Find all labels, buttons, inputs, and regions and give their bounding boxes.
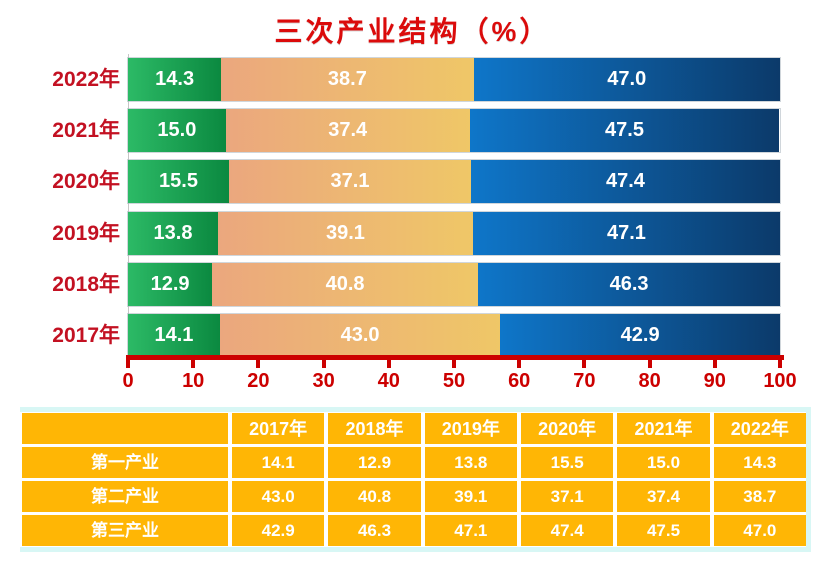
tick-label: 80 [638, 370, 661, 392]
bar-segment-第一产业: 14.3 [128, 58, 222, 101]
bar-segment-第一产业: 15.5 [128, 160, 230, 204]
tick-mark [256, 360, 261, 368]
bar-segment-第一产业: 12.9 [128, 262, 213, 306]
table-header-cell: 2017年 [232, 413, 325, 444]
chart-row: 2020年 15.5 37.1 47.4 [24, 160, 780, 204]
chart-row: 2019年 13.8 39.1 47.1 [24, 211, 780, 255]
table-value-cell: 47.0 [713, 515, 806, 546]
table-corner-cell [22, 413, 228, 444]
table-value-cell: 12.9 [328, 447, 421, 478]
table-header-cell: 2018年 [328, 413, 421, 444]
table-value-cell: 47.1 [424, 515, 517, 546]
tick-label: 10 [182, 370, 205, 392]
tick-mark [647, 360, 652, 368]
tick-label: 100 [763, 370, 797, 392]
tick-mark [126, 360, 130, 368]
tick-label: 40 [377, 370, 400, 392]
tick-label: 60 [508, 370, 531, 392]
table-frame-right [806, 407, 811, 552]
table-value-cell: 43.0 [232, 481, 325, 512]
x-axis-line [126, 355, 784, 360]
bar-segment-第二产业: 37.1 [229, 160, 471, 204]
tick-mark [321, 360, 326, 368]
chart-row: 2018年 12.9 40.8 46.3 [24, 262, 780, 306]
table-value-cell: 14.3 [713, 447, 806, 478]
table-header-cell: 2022年 [713, 413, 806, 444]
table-frame-bottom [20, 547, 810, 552]
table-value-cell: 39.1 [424, 481, 517, 512]
tick-label: 20 [247, 370, 270, 392]
tick-label: 90 [703, 370, 726, 392]
table-value-cell: 47.5 [617, 515, 710, 546]
table-value-cell: 37.4 [617, 481, 710, 512]
bar-segment-第三产业: 42.9 [500, 314, 780, 357]
bar-track: 15.0 37.4 47.5 [128, 109, 780, 153]
table-row-label: 第二产业 [22, 481, 228, 512]
table-value-cell: 40.8 [328, 481, 421, 512]
bar-track: 12.9 40.8 46.3 [128, 262, 780, 306]
tick-mark [582, 360, 587, 368]
table-value-cell: 37.1 [521, 481, 614, 512]
chart-title: 三次产业结构（%） [274, 16, 551, 47]
table-value-cell: 46.3 [328, 515, 421, 546]
table-value-cell: 15.0 [617, 447, 710, 478]
table-value-cell: 13.8 [424, 447, 517, 478]
table-frame-top [20, 407, 810, 412]
bar-segment-第三产业: 47.1 [472, 211, 780, 255]
table-header-cell: 2021年 [617, 413, 710, 444]
data-table: 2017年 2018年 2019年 2020年 2021年 2022年第一产业 14.1 12… [20, 407, 813, 555]
tick-label: 70 [573, 370, 596, 392]
bar-segment-第一产业: 15.0 [128, 109, 226, 153]
y-axis-line [128, 54, 129, 356]
category-label: 2022年 [52, 68, 120, 91]
bar-track: 15.5 37.1 47.4 [128, 160, 780, 204]
table-header-cell: 2020年 [521, 413, 614, 444]
bar-segment-第二产业: 37.4 [225, 109, 470, 153]
tick-mark [778, 360, 782, 368]
table-header-cell: 2019年 [424, 413, 517, 444]
bar-segment-第二产业: 38.7 [221, 58, 474, 101]
bar-segment-第一产业: 14.1 [128, 314, 220, 357]
bar-track: 13.8 39.1 47.1 [128, 211, 780, 255]
bar-segment-第一产业: 13.8 [128, 211, 218, 255]
bar-segment-第三产业: 46.3 [478, 262, 780, 306]
bar-segment-第三产业: 47.5 [469, 109, 780, 153]
tick-mark [517, 360, 522, 368]
tick-mark [452, 360, 456, 368]
bar-segment-第二产业: 43.0 [219, 314, 501, 357]
chart-row: 2021年 15.0 37.4 47.5 [24, 109, 780, 153]
category-label: 2020年 [52, 170, 120, 194]
bar-segment-第二产业: 40.8 [212, 262, 479, 306]
category-label: 2017年 [52, 324, 120, 347]
table-row-label: 第三产业 [22, 515, 228, 546]
bar-segment-第三产业: 47.0 [473, 58, 780, 101]
bar-segment-第二产业: 39.1 [217, 211, 473, 255]
chart-row: 2022年 14.3 38.7 47.0 [24, 58, 780, 101]
tick-mark [386, 360, 391, 368]
tick-label: 0 [122, 370, 134, 392]
data-table-grid: 2017年 2018年 2019年 2020年 2021年 2022年第一产业 14.1 12… [22, 413, 806, 546]
tick-label: 50 [442, 370, 466, 392]
table-row-label: 第一产业 [22, 447, 228, 478]
bar-segment-第三产业: 47.4 [470, 160, 780, 204]
table-value-cell: 47.4 [521, 515, 614, 546]
table-value-cell: 42.9 [232, 515, 325, 546]
table-value-cell: 38.7 [713, 481, 806, 512]
category-label: 2018年 [52, 272, 120, 296]
table-value-cell: 14.1 [232, 447, 325, 478]
table-value-cell: 15.5 [521, 447, 614, 478]
bar-track: 14.3 38.7 47.0 [128, 58, 780, 101]
tick-mark [191, 360, 196, 368]
category-label: 2021年 [52, 119, 120, 143]
tick-label: 30 [312, 370, 335, 392]
chart-row: 2017年 14.1 43.0 42.9 [24, 314, 780, 357]
tick-mark [712, 360, 717, 368]
category-label: 2019年 [52, 221, 120, 245]
bar-track: 14.1 43.0 42.9 [128, 314, 780, 357]
